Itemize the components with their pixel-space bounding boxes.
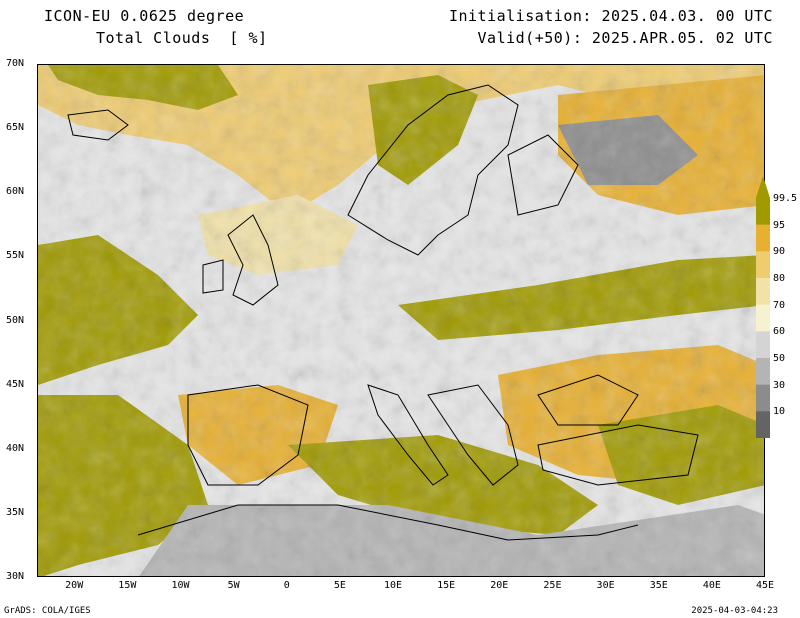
colorbar-label: 10: [773, 406, 786, 418]
lon-label: 45E: [755, 580, 775, 591]
colorbar-segment: [756, 304, 770, 332]
colorbar-label: 95: [773, 219, 786, 231]
coast-black-sea: [537, 374, 639, 426]
lat-label: 30N: [6, 571, 25, 582]
lon-label: 40E: [702, 580, 721, 591]
lat-label: 35N: [6, 506, 25, 518]
colorbar-label: 30: [773, 379, 786, 391]
map-canvas: [38, 65, 764, 576]
coast-finland: [507, 134, 579, 216]
lon-label: 25E: [543, 580, 562, 591]
coast-iberia: [187, 384, 309, 486]
lat-label: 60N: [6, 186, 25, 198]
lon-label: 10W: [171, 580, 190, 591]
colorbar-segment: [756, 251, 770, 279]
colorbar-label: 50: [773, 353, 786, 364]
lon-label: 35E: [649, 580, 668, 591]
colorbar-segment: [756, 224, 770, 252]
lon-label: 0: [283, 580, 290, 591]
colorbar-label: 90: [773, 246, 786, 258]
coast-uk: [227, 214, 279, 306]
lon-label: 5W: [227, 580, 240, 591]
lon-label: 15E: [437, 580, 456, 591]
coast-scandinavia: [347, 84, 519, 256]
colorbar-segment: [756, 198, 770, 226]
coast-balkans: [427, 384, 519, 486]
colorbar-label: 80: [773, 273, 786, 284]
coast-italy: [367, 384, 449, 486]
coast-turkey: [537, 424, 699, 486]
lon-label: 15W: [118, 580, 137, 591]
colorbar-segment: [756, 278, 770, 306]
colorbar-segment: [756, 358, 770, 386]
lon-label: 5E: [333, 580, 346, 591]
colorbar-top-triangle: [756, 176, 770, 198]
colorbar-label: 60: [773, 326, 786, 338]
lon-label: 20E: [490, 580, 509, 591]
coast-ireland: [202, 259, 224, 294]
lon-label: 30E: [596, 580, 615, 591]
map-variable-title: Total Clouds [ %]: [96, 29, 268, 47]
lat-label: 65N: [6, 122, 25, 134]
valid-time: Valid(+50): 2025.APR.05. 02 UTC: [477, 29, 773, 47]
colorbar-segment: [756, 411, 770, 438]
colorbar-segment: [756, 331, 770, 359]
colorbar-label: 70: [773, 299, 786, 311]
coast-north-africa: [137, 504, 639, 541]
lat-label: 70N: [6, 58, 25, 69]
colorbar-label: 99.5: [773, 193, 798, 204]
coast-iceland: [67, 109, 129, 141]
lon-label: 20W: [65, 580, 84, 591]
footer-timestamp: 2025-04-03-04:23: [691, 606, 778, 616]
cloud-cover-map: [37, 64, 765, 577]
colorbar-segment: [756, 384, 770, 412]
footer-software: GrADS: COLA/IGES: [4, 606, 91, 616]
lat-label: 55N: [6, 250, 25, 262]
lat-label: 50N: [6, 314, 25, 326]
coastlines: [67, 84, 699, 541]
initialisation-time: Initialisation: 2025.04.03. 00 UTC: [448, 7, 773, 25]
texture-overlay: [38, 65, 764, 576]
map-title: ICON-EU 0.0625 degree: [44, 7, 245, 25]
lat-label: 40N: [6, 442, 25, 454]
lat-label: 45N: [6, 378, 25, 390]
colorbar: [756, 176, 770, 438]
lon-label: 10E: [383, 580, 403, 591]
